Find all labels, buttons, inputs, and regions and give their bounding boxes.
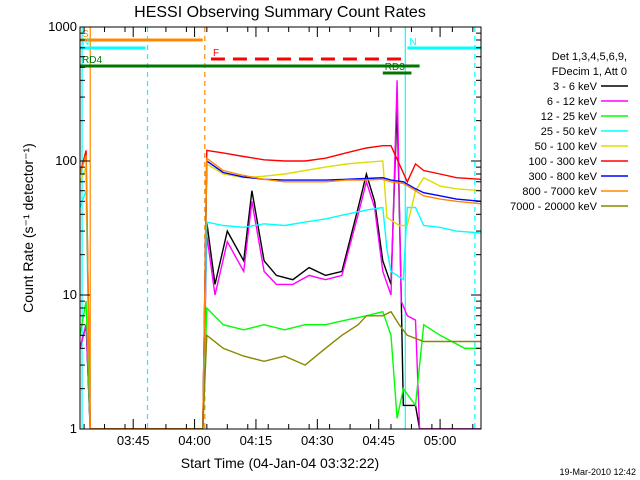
- legend-label-3: 25 - 50 keV: [541, 126, 598, 138]
- legend-header-0: Det 1,3,4,5,6,9,: [552, 51, 627, 63]
- series-line-3: [80, 190, 481, 429]
- legend-header-1: FDecim 1, Att 0: [552, 66, 627, 78]
- x-tick-label-0: 03:45: [117, 433, 150, 448]
- x-tick-label-4: 04:45: [362, 433, 395, 448]
- marker-label-5: RD3: [385, 62, 405, 73]
- chart-legend: Det 1,3,4,5,6,9, FDecim 1, Att 0 3 - 6 keV…: [510, 51, 628, 213]
- y-axis-label: Count Rate (s⁻¹ detector⁻¹): [20, 143, 36, 313]
- plot-frame: [79, 26, 482, 430]
- series-line-5: [80, 145, 481, 429]
- series-line-8: [202, 310, 481, 429]
- legend-label-0: 3 - 6 keV: [553, 81, 598, 93]
- legend-label-1: 6 - 12 keV: [547, 96, 598, 108]
- legend-label-8: 7000 - 20000 keV: [510, 201, 598, 213]
- marker-label-1: N: [82, 37, 89, 48]
- y-tick-label-2: 100: [55, 153, 77, 168]
- x-tick-label-3: 04:30: [301, 433, 334, 448]
- marker-label-3: F: [213, 48, 219, 59]
- legend-label-7: 800 - 7000 keV: [522, 186, 597, 198]
- series-line-7: [80, 155, 481, 429]
- x-tick-label-5: 05:00: [424, 433, 457, 448]
- legend-label-6: 300 - 800 keV: [529, 171, 598, 183]
- marker-label-4: RD4: [82, 55, 102, 66]
- series-line-4: [80, 160, 481, 429]
- series-line-2: [80, 300, 481, 429]
- chart-title: HESSI Observing Summary Count Rates: [134, 4, 426, 21]
- plot-area: [80, 27, 481, 429]
- y-axis-label-text: Count Rate (s⁻¹ detector⁻¹): [20, 143, 36, 313]
- y-tick-label-1: 10: [63, 287, 77, 302]
- series-line-1: [80, 80, 481, 429]
- y-tick-label-0: 1: [70, 421, 77, 436]
- footer-timestamp: 19-Mar-2010 12:42: [559, 467, 636, 477]
- legend-label-2: 12 - 25 keV: [541, 111, 598, 123]
- marker-label-0: S: [82, 29, 89, 40]
- marker-label-2: N: [409, 37, 416, 48]
- y-tick-label-3: 1000: [48, 19, 77, 34]
- x-axis-label: Start Time (04-Jan-04 03:32:22): [181, 455, 379, 471]
- x-tick-label-2: 04:15: [240, 433, 273, 448]
- legend-label-4: 50 - 100 keV: [535, 141, 598, 153]
- x-tick-label-1: 04:00: [178, 433, 211, 448]
- series-line-6: [202, 159, 481, 429]
- legend-label-5: 100 - 300 keV: [529, 156, 598, 168]
- series-line-0: [80, 105, 481, 429]
